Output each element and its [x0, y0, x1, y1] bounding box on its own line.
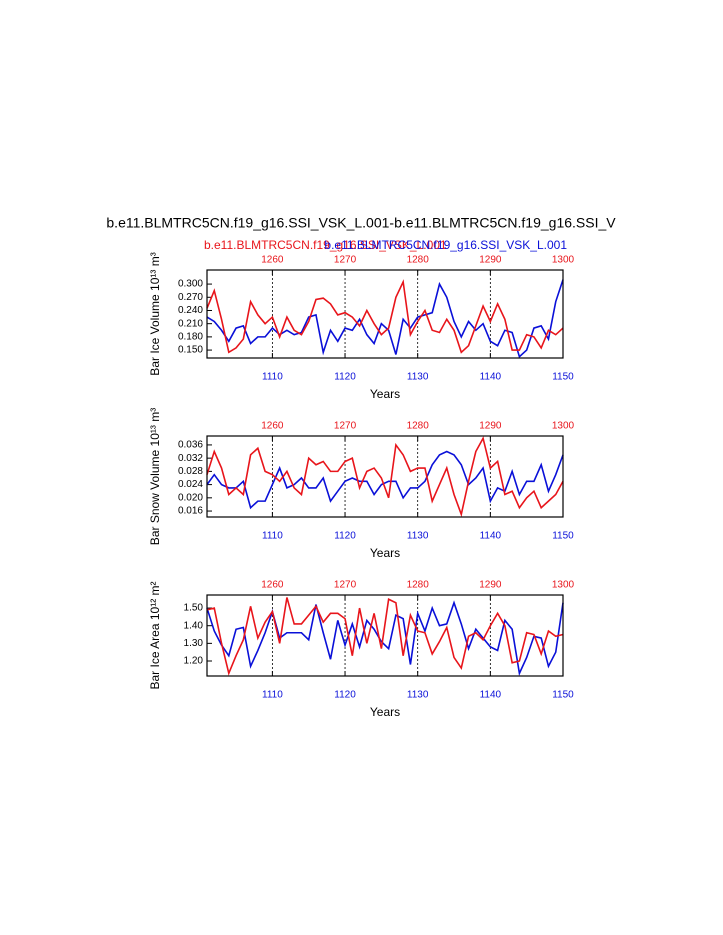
x-tick-label: 1120 [334, 372, 356, 383]
subtitle-left: b.e11.BLMTRC5CN.f19_g16.SSI_VSK_L.001 [204, 238, 447, 252]
plot-frame [206, 269, 564, 359]
x2-tick-label: 1270 [334, 421, 357, 432]
x2-tick-label: 1300 [552, 421, 575, 432]
x2-tick-label: 1290 [479, 255, 502, 266]
x-tick-label: 1110 [262, 690, 283, 701]
y-tick-label: 0.024 [178, 479, 203, 490]
y-axis-label: Bar Ice Volume 10¹³ m³ [148, 252, 162, 375]
title: b.e11.BLMTRC5CN.f19_g16.SSI_VSK_L.001-b.… [106, 215, 616, 231]
x-tick-label: 1130 [407, 531, 429, 542]
y-tick-label: 0.028 [178, 466, 203, 477]
x2-tick-label: 1290 [479, 421, 502, 432]
y-tick-label: 1.50 [184, 603, 204, 614]
x2-tick-label: 1280 [407, 421, 430, 432]
x-tick-label: 1140 [480, 690, 502, 701]
x-tick-label: 1140 [480, 531, 502, 542]
y-tick-label: 1.40 [184, 620, 204, 631]
x2-tick-label: 1270 [334, 580, 357, 591]
y-tick-label: 0.270 [178, 292, 203, 303]
y-tick-label: 0.180 [178, 332, 203, 343]
data-line [206, 600, 564, 677]
x2-tick-label: 1260 [261, 255, 284, 266]
data-line [206, 279, 564, 359]
y-tick-label: 1.20 [184, 656, 204, 667]
y-axis-label: Bar Snow Volume 10¹³ m³ [148, 408, 162, 545]
x-axis-label: Years [370, 705, 400, 719]
subtitle-right: b.e11.BLMTRC5CN.f19_g16.SSI_VSK_L.001 [324, 238, 567, 252]
x-tick-label: 1130 [407, 372, 429, 383]
x2-tick-label: 1260 [261, 580, 284, 591]
x2-tick-label: 1270 [334, 255, 357, 266]
x-tick-label: 1150 [552, 372, 574, 383]
x2-tick-label: 1280 [407, 580, 430, 591]
x-tick-label: 1120 [334, 690, 356, 701]
y-tick-label: 0.240 [178, 305, 203, 316]
x2-tick-label: 1300 [552, 580, 575, 591]
y-tick-label: 0.150 [178, 345, 203, 356]
data-line [206, 436, 564, 518]
x-axis-label: Years [370, 546, 400, 560]
data-line [206, 450, 564, 510]
data-line [206, 279, 564, 354]
y-tick-label: 0.210 [178, 318, 203, 329]
x-tick-label: 1140 [480, 372, 502, 383]
plot-frame [206, 435, 564, 518]
x2-tick-label: 1300 [552, 255, 575, 266]
x-tick-label: 1150 [552, 690, 574, 701]
x-axis-label: Years [370, 387, 400, 401]
x2-tick-label: 1290 [479, 580, 502, 591]
data-line [206, 597, 564, 676]
x-tick-label: 1120 [334, 531, 356, 542]
y-tick-label: 0.036 [178, 440, 203, 451]
x-tick-label: 1150 [552, 531, 574, 542]
x2-tick-label: 1280 [407, 255, 430, 266]
y-tick-label: 0.032 [178, 453, 203, 464]
x-tick-label: 1110 [262, 531, 283, 542]
y-tick-label: 1.30 [184, 638, 204, 649]
y-tick-label: 0.016 [178, 506, 203, 517]
y-tick-label: 0.300 [178, 279, 203, 290]
x-tick-label: 1130 [407, 690, 429, 701]
y-tick-label: 0.020 [178, 492, 203, 503]
y-axis-label: Bar Ice Area 10¹² m² [148, 581, 162, 689]
plot-frame [206, 594, 564, 677]
x2-tick-label: 1260 [261, 421, 284, 432]
x-tick-label: 1110 [262, 372, 283, 383]
